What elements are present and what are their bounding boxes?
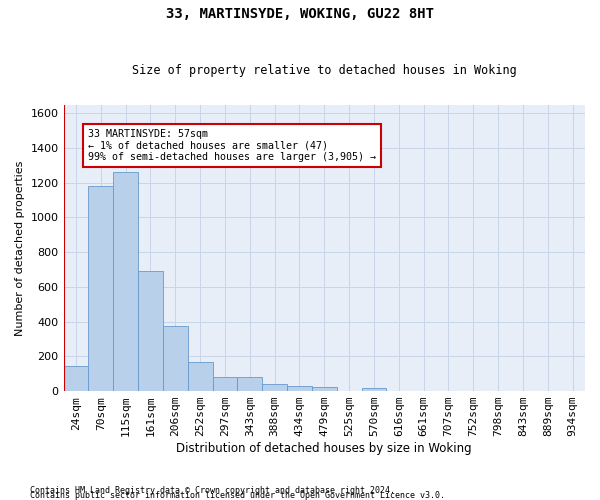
Bar xyxy=(113,172,138,391)
Y-axis label: Number of detached properties: Number of detached properties xyxy=(15,160,25,336)
Bar xyxy=(238,376,262,391)
Bar xyxy=(88,186,113,391)
Text: 33, MARTINSYDE, WOKING, GU22 8HT: 33, MARTINSYDE, WOKING, GU22 8HT xyxy=(166,8,434,22)
Bar xyxy=(287,386,312,391)
X-axis label: Distribution of detached houses by size in Woking: Distribution of detached houses by size … xyxy=(176,442,472,455)
Title: Size of property relative to detached houses in Woking: Size of property relative to detached ho… xyxy=(132,64,517,77)
Bar xyxy=(362,388,386,391)
Bar xyxy=(212,376,238,391)
Text: Contains HM Land Registry data © Crown copyright and database right 2024.: Contains HM Land Registry data © Crown c… xyxy=(30,486,395,495)
Bar xyxy=(188,362,212,391)
Bar xyxy=(64,366,88,391)
Bar xyxy=(262,384,287,391)
Text: 33 MARTINSYDE: 57sqm
← 1% of detached houses are smaller (47)
99% of semi-detach: 33 MARTINSYDE: 57sqm ← 1% of detached ho… xyxy=(88,129,376,162)
Text: Contains public sector information licensed under the Open Government Licence v3: Contains public sector information licen… xyxy=(30,490,445,500)
Bar xyxy=(163,326,188,391)
Bar xyxy=(312,388,337,391)
Bar xyxy=(138,272,163,391)
